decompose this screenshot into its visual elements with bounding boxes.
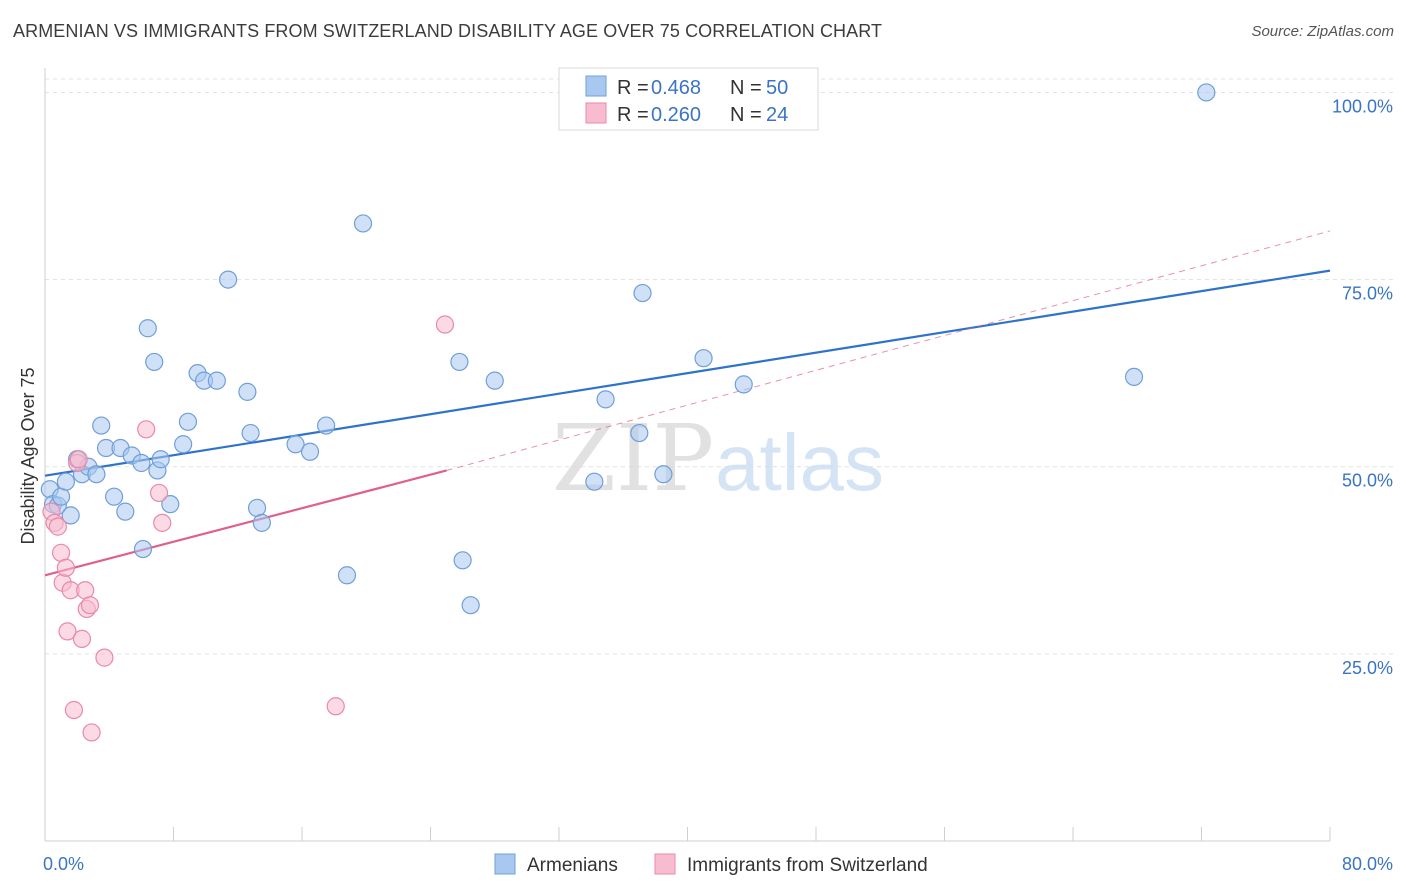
point-switzerland (149, 483, 169, 503)
point-switzerland (82, 723, 101, 742)
x-tick-label-max: 80.0% (1342, 854, 1393, 874)
point-armenians (238, 382, 257, 401)
point-armenians (353, 214, 373, 233)
point-switzerland (58, 622, 77, 641)
x-tick-label-min: 0.0% (43, 854, 84, 874)
point-armenians (178, 412, 198, 431)
point-armenians (145, 352, 164, 372)
trend-line-switzerland (44, 469, 447, 577)
point-armenians (286, 435, 305, 454)
point-switzerland (72, 629, 92, 648)
point-armenians (104, 487, 124, 506)
grid-lines (45, 78, 1393, 655)
y-tick-label: 25.0% (1342, 658, 1393, 678)
point-armenians (219, 270, 238, 289)
stats-legend: R = 0.468 N = 50 R = 0.260 N = 24 (558, 67, 819, 131)
point-armenians (734, 375, 753, 394)
point-armenians (633, 283, 652, 303)
y-tick-label: 50.0% (1342, 471, 1393, 491)
point-armenians (56, 472, 75, 491)
point-armenians (585, 472, 604, 491)
series-legend-label-switzerland: Immigrants from Switzerland (687, 855, 928, 876)
watermark-atlas: atlas (715, 418, 884, 507)
point-armenians (174, 435, 193, 454)
point-armenians (207, 371, 226, 390)
point-armenians (694, 349, 713, 368)
point-switzerland (153, 513, 172, 532)
point-switzerland (64, 700, 84, 720)
stats-legend-r-value-armenians: 0.468 (651, 77, 701, 99)
y-tick-label: 100.0% (1332, 96, 1393, 116)
point-armenians (654, 465, 673, 484)
tick-labels: 25.0% 50.0% 75.0% 100.0% 0.0% 80.0% (43, 96, 1393, 874)
point-armenians (630, 423, 649, 443)
point-switzerland (69, 450, 88, 469)
stats-legend-r-label-armenians: R = (617, 77, 654, 99)
point-armenians (132, 453, 151, 473)
point-armenians (241, 423, 260, 443)
point-switzerland (48, 517, 67, 536)
watermark: ZIP atlas (552, 405, 884, 512)
data-points (40, 83, 1216, 742)
source-credit: Source: ZipAtlas.com (1251, 23, 1394, 40)
point-armenians (116, 502, 135, 521)
series-legend-swatch-armenians (494, 853, 516, 875)
stats-legend-r-label-switzerland: R = (617, 104, 654, 126)
point-armenians (596, 390, 615, 409)
point-switzerland (56, 558, 75, 577)
stats-legend-n-value-switzerland: 24 (766, 104, 788, 126)
stats-legend-r-value-switzerland: 0.260 (651, 104, 701, 126)
axes (44, 68, 1331, 842)
point-armenians (300, 442, 320, 461)
chart-title: ARMENIAN VS IMMIGRANTS FROM SWITZERLAND … (13, 21, 883, 41)
stats-legend-swatch-armenians (585, 75, 607, 97)
watermark-zip: ZIP (552, 405, 714, 512)
stats-legend-n-label-switzerland: N = (730, 104, 767, 126)
point-armenians (316, 416, 336, 435)
trend-line-armenians (44, 269, 1331, 477)
point-armenians (461, 596, 480, 615)
point-armenians (453, 551, 472, 570)
point-switzerland (326, 697, 345, 716)
point-armenians (161, 495, 180, 514)
point-armenians (133, 539, 153, 559)
point-armenians (485, 371, 504, 390)
point-armenians (1197, 83, 1216, 102)
point-armenians (151, 450, 170, 469)
series-legend-swatch-switzerland (654, 853, 676, 875)
point-switzerland (435, 315, 455, 334)
point-armenians (61, 506, 80, 525)
point-armenians (450, 352, 469, 372)
stats-legend-n-label-armenians: N = (730, 77, 767, 99)
trend-lines (44, 230, 1331, 577)
point-switzerland (137, 420, 156, 439)
stats-legend-n-value-armenians: 50 (766, 77, 788, 99)
point-armenians (252, 513, 271, 532)
series-legend: Armenians Immigrants from Switzerland (494, 853, 928, 876)
trend-line-switzerland-projection (446, 230, 1331, 471)
stats-legend-swatch-switzerland (585, 102, 607, 124)
series-legend-label-armenians: Armenians (527, 855, 618, 876)
point-armenians (92, 416, 111, 435)
point-armenians (138, 319, 157, 338)
y-tick-label: 75.0% (1342, 284, 1393, 304)
point-switzerland (95, 648, 114, 667)
point-armenians (1124, 367, 1144, 387)
point-armenians (87, 465, 106, 484)
y-axis-label: Disability Age Over 75 (18, 367, 38, 544)
point-switzerland (80, 596, 100, 615)
point-armenians (337, 566, 357, 585)
